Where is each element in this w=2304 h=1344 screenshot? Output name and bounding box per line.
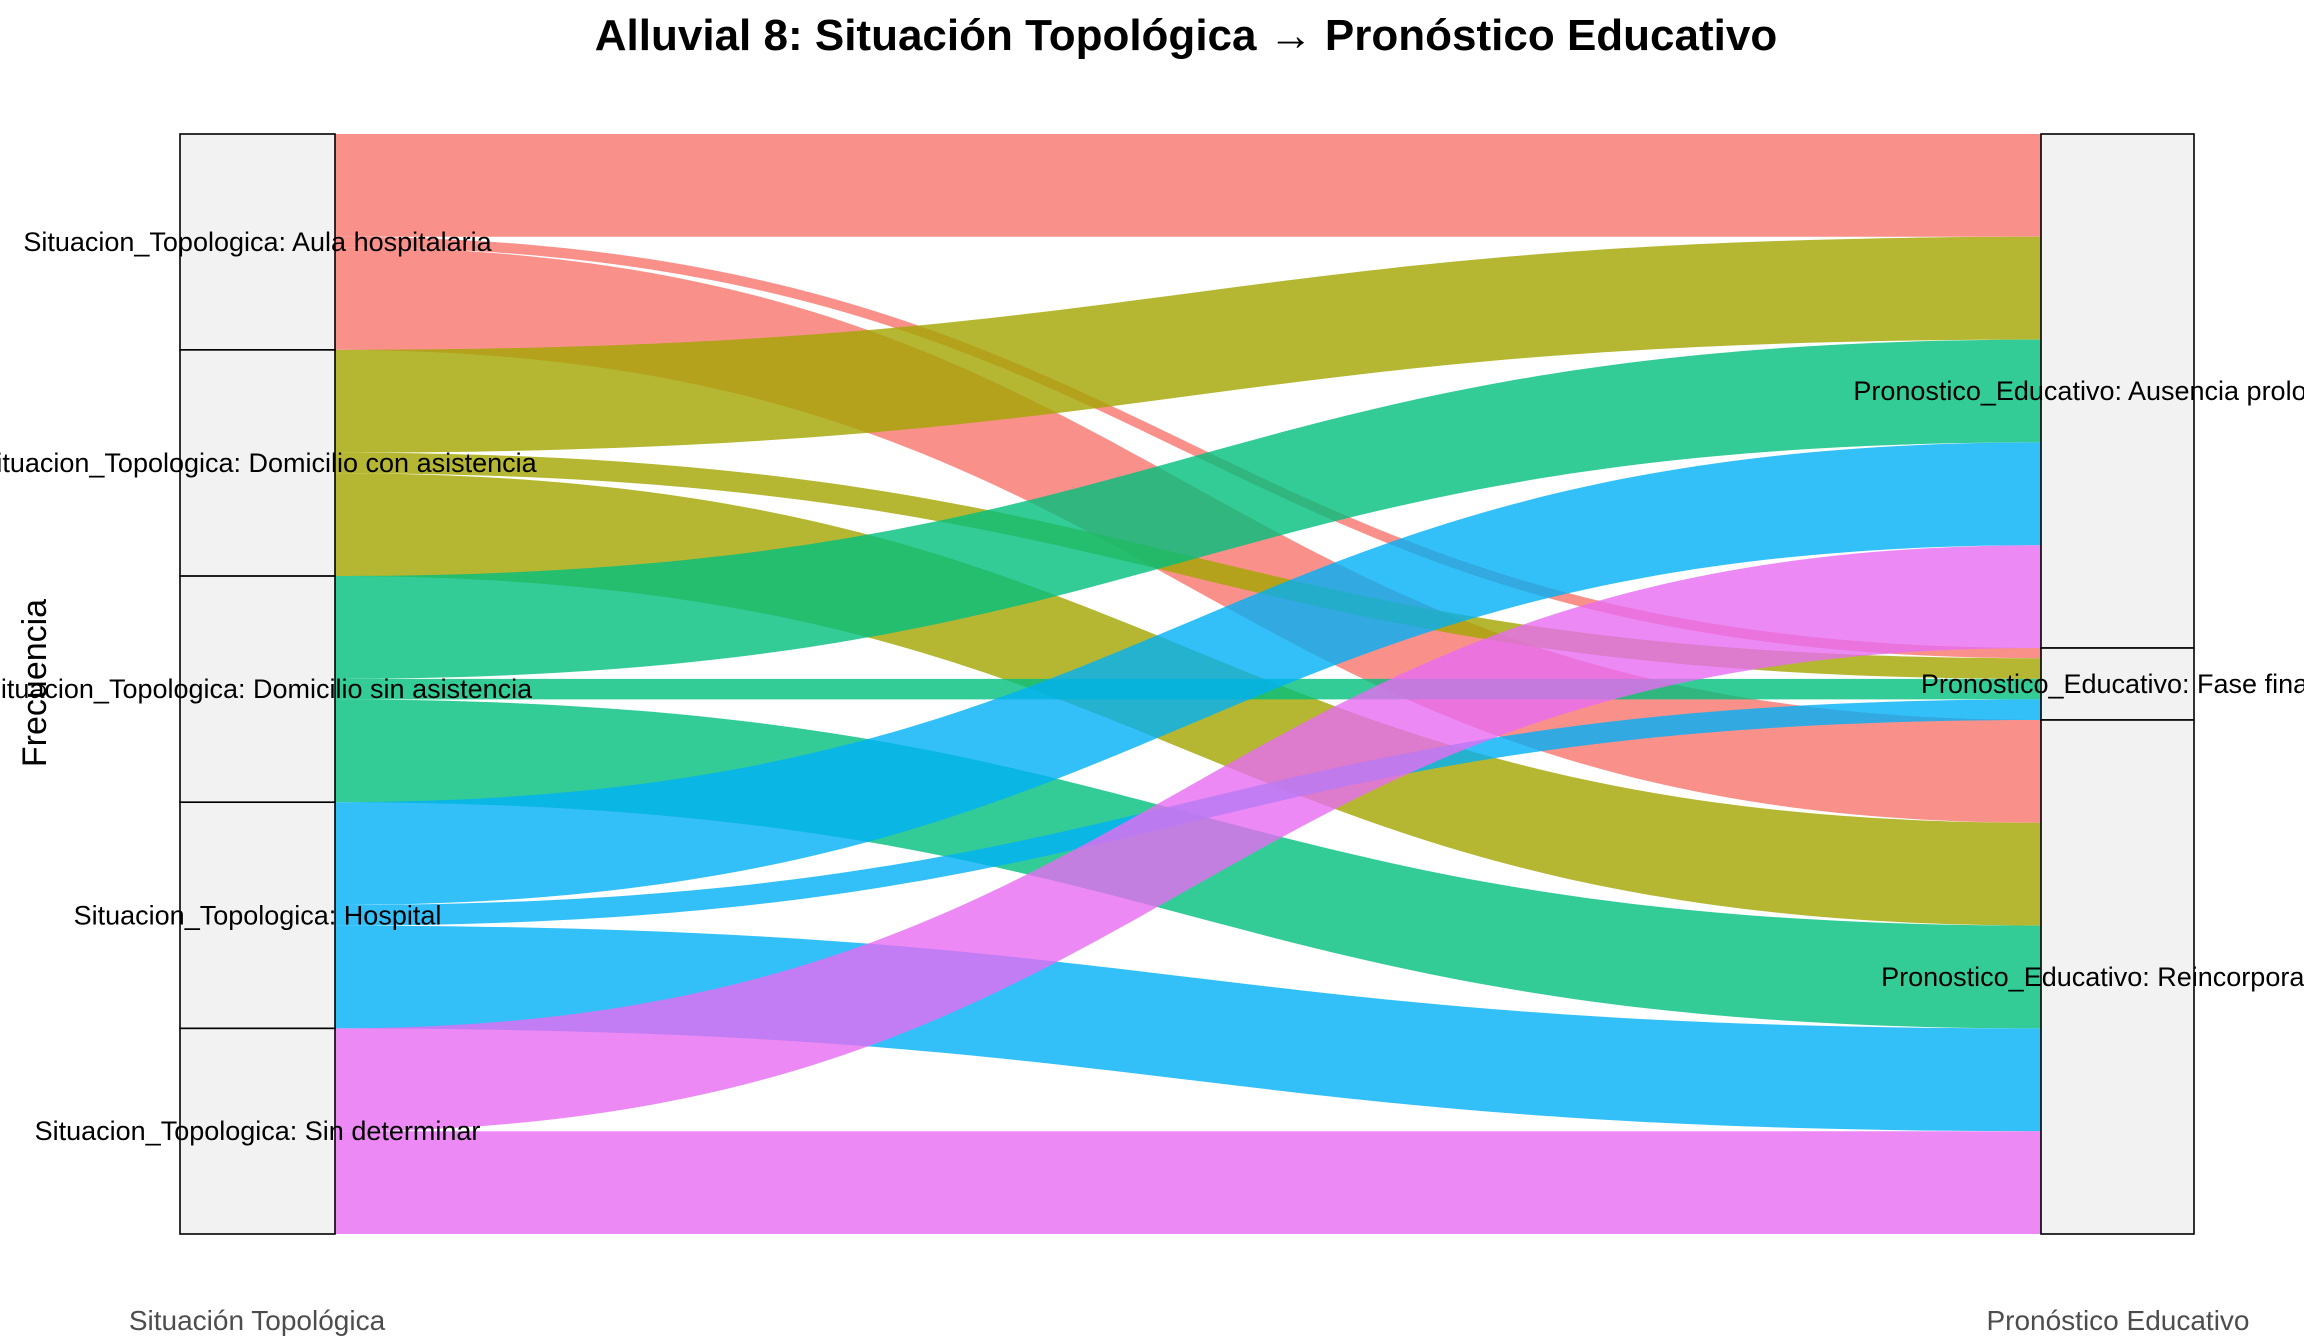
x-axis-label-left: Situación Topológica <box>129 1305 386 1336</box>
flow-hosp-to-aus <box>335 442 2041 906</box>
stratum-left-aula <box>179 133 336 351</box>
flow-aula-to-fase <box>335 236 2041 659</box>
stratum-right-aus <box>2040 133 2195 649</box>
stratum-label-left-aula: Situacion_Topologica: Aula hospitalaria <box>23 227 492 257</box>
stratum-label-left-hosp: Situacion_Topologica: Hospital <box>74 900 442 930</box>
flow-sind-to-aus <box>335 545 2041 1132</box>
stratum-label-right-reinc: Pronostico_Educativo: Reincorporación <box>1881 962 2304 992</box>
stratum-right-fase <box>2040 647 2195 721</box>
flow-dsa-to-aus <box>335 339 2041 679</box>
stratum-label-left-dsa: Situacion_Topologica: Domicilio sin asis… <box>0 674 533 704</box>
stratum-label-left-dca: Situacion_Topologica: Domicilio con asis… <box>0 448 538 478</box>
x-axis-label-right: Pronóstico Educativo <box>1986 1305 2249 1336</box>
flows-layer <box>335 134 2041 1234</box>
stratum-label-left-sind: Situacion_Topologica: Sin determinar <box>35 1116 481 1146</box>
flow-dca-to-fase <box>335 452 2041 679</box>
stratum-labels-layer: Situacion_Topologica: Aula hospitalaria S… <box>0 227 2304 1146</box>
stratum-left-sind <box>179 1027 336 1235</box>
flow-hosp-to-reinc <box>335 925 2041 1132</box>
flow-aula-to-aus <box>335 134 2041 237</box>
stratum-label-right-aus: Pronostico_Educativo: Ausencia prolongad… <box>1853 376 2304 406</box>
stratum-left-dsa <box>179 575 336 804</box>
strata-layer <box>179 133 2195 1235</box>
y-axis-label: Frecuencia <box>16 599 54 767</box>
flow-dca-to-aus <box>335 236 2041 453</box>
chart-title: Alluvial 8: Situación Topológica → Pronó… <box>595 11 1777 60</box>
stratum-label-right-fase: Pronostico_Educativo: Fase final <box>1921 669 2304 699</box>
stratum-right-reinc <box>2040 719 2195 1235</box>
flow-sind-to-reinc <box>335 1131 2041 1234</box>
stratum-left-hosp <box>179 801 336 1030</box>
stratum-left-dca <box>179 349 336 577</box>
